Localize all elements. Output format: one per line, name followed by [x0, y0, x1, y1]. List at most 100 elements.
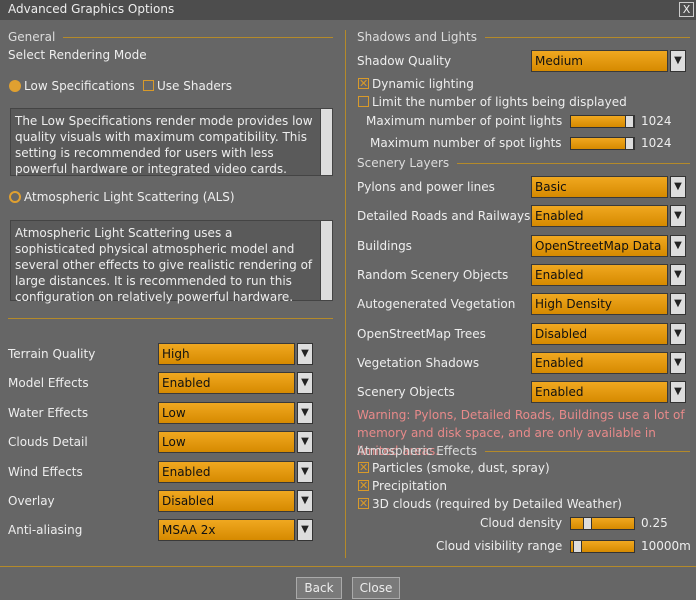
button[interactable]: Back — [296, 577, 342, 599]
section-heading: Shadows and Lights — [357, 30, 478, 44]
radio-label: Low Specifications — [24, 79, 135, 93]
dropdown-arrow[interactable]: ▼ — [670, 322, 686, 345]
divider — [345, 30, 346, 558]
dropdown-arrow[interactable]: ▼ — [297, 372, 313, 395]
dropdown[interactable]: Medium — [531, 50, 668, 72]
radio-label: Atmospheric Light Scattering (ALS) — [24, 190, 235, 204]
setting-label: Buildings — [357, 238, 412, 253]
checkbox[interactable]: ✕ — [358, 479, 369, 492]
dropdown[interactable]: Low — [158, 401, 295, 424]
dropdown[interactable]: MSAA 2x — [158, 519, 295, 542]
close-button[interactable]: X — [679, 2, 694, 17]
dropdown[interactable]: OpenStreetMap Data — [531, 234, 668, 257]
slider-value: 1024 — [641, 114, 672, 128]
scrollbar[interactable] — [320, 220, 333, 301]
checkbox-label: Limit the number of lights being display… — [372, 95, 627, 109]
dropdown[interactable]: Basic — [531, 176, 668, 198]
slider-value: 0.25 — [641, 516, 668, 530]
dropdown[interactable]: High Density — [531, 293, 668, 316]
slider-label: Cloud density — [480, 516, 563, 530]
section-rule — [457, 163, 690, 164]
mode-label: Select Rendering Mode — [8, 48, 147, 62]
checkbox-label: Precipitation — [372, 479, 448, 493]
dropdown[interactable]: Enabled — [531, 351, 668, 374]
section-rule — [485, 451, 690, 452]
warning: Warning: Pylons, Detailed Roads, Buildin… — [357, 408, 685, 458]
dropdown-arrow[interactable]: ▼ — [670, 381, 686, 404]
checkbox-label: 3D clouds (required by Detailed Weather) — [372, 497, 622, 511]
setting-label: Overlay — [8, 494, 55, 508]
button[interactable]: Close — [352, 577, 400, 599]
bottom-rule — [0, 566, 696, 567]
dropdown[interactable]: Enabled — [158, 372, 295, 395]
dropdown-arrow[interactable]: ▼ — [297, 519, 313, 542]
description: The Low Specifications render mode provi… — [10, 108, 320, 176]
setting-label: Pylons and power lines — [357, 180, 495, 194]
slider[interactable] — [570, 115, 635, 128]
dropdown[interactable]: Low — [158, 431, 295, 454]
dropdown[interactable]: Enabled — [531, 205, 668, 228]
dropdown-arrow[interactable]: ▼ — [297, 490, 313, 512]
slider[interactable] — [570, 540, 635, 553]
checkbox[interactable] — [358, 96, 369, 107]
setting-label: Model Effects — [8, 376, 89, 391]
checkbox-label: Particles (smoke, dust, spray) — [372, 461, 550, 475]
dropdown-arrow[interactable]: ▼ — [670, 351, 686, 374]
setting-label: Anti-aliasing — [8, 523, 83, 538]
setting-label: Wind Effects — [8, 464, 83, 479]
checkbox[interactable] — [143, 80, 154, 91]
slider-knob[interactable] — [573, 540, 582, 553]
dropdown[interactable]: Disabled — [158, 490, 295, 512]
dropdown-arrow[interactable]: ▼ — [670, 50, 686, 72]
slider-knob[interactable] — [583, 517, 592, 530]
checkbox-label: Dynamic lighting — [372, 77, 474, 91]
dropdown[interactable]: Enabled — [531, 263, 668, 286]
setting-label: Shadow Quality — [357, 54, 452, 68]
slider-label: Maximum number of point lights — [366, 114, 563, 128]
slider[interactable] — [570, 517, 635, 530]
dropdown[interactable]: Disabled — [531, 322, 668, 345]
setting-label: Random Scenery Objects — [357, 267, 509, 282]
slider-knob[interactable] — [625, 115, 634, 128]
dropdown-arrow[interactable]: ▼ — [297, 431, 313, 454]
slider-knob[interactable] — [625, 137, 634, 150]
radio-button[interactable] — [9, 191, 21, 203]
setting-label: Autogenerated Vegetation — [357, 297, 516, 312]
title-bar: Advanced Graphics Options — [0, 0, 696, 20]
dropdown-arrow[interactable]: ▼ — [670, 234, 686, 257]
section-rule — [63, 37, 333, 38]
setting-label: OpenStreetMap Trees — [357, 326, 486, 341]
dropdown-arrow[interactable]: ▼ — [670, 263, 686, 286]
section-heading: Scenery Layers — [357, 156, 450, 170]
dropdown-arrow[interactable]: ▼ — [297, 343, 313, 365]
checkbox[interactable]: ✕ — [358, 497, 369, 510]
checkbox-label: Use Shaders — [157, 79, 232, 93]
section-rule — [8, 318, 333, 319]
setting-label: Detailed Roads and Railways — [357, 209, 531, 224]
setting-label: Terrain Quality — [8, 347, 96, 361]
dropdown-arrow[interactable]: ▼ — [670, 293, 686, 316]
slider-value: 10000m — [641, 539, 691, 553]
setting-label: Clouds Detail — [8, 435, 88, 450]
description: Atmospheric Light Scattering uses a soph… — [10, 220, 320, 304]
slider-value: 1024 — [641, 136, 672, 150]
dropdown[interactable]: Enabled — [158, 460, 295, 483]
slider-label: Cloud visibility range — [436, 539, 563, 553]
section-rule — [485, 37, 690, 38]
scrollbar[interactable] — [320, 108, 333, 176]
checkbox[interactable]: ✕ — [358, 77, 369, 90]
slider-label: Maximum number of spot lights — [370, 136, 562, 150]
dropdown[interactable]: High — [158, 343, 295, 365]
section-heading: Atmospheric Effects — [357, 444, 478, 458]
dropdown[interactable]: Enabled — [531, 381, 668, 404]
radio-button[interactable] — [9, 80, 21, 92]
dropdown-arrow[interactable]: ▼ — [670, 176, 686, 198]
dropdown-arrow[interactable]: ▼ — [297, 460, 313, 483]
checkbox[interactable]: ✕ — [358, 461, 369, 474]
dropdown-arrow[interactable]: ▼ — [670, 205, 686, 228]
setting-label: Water Effects — [8, 405, 89, 420]
slider[interactable] — [570, 137, 635, 150]
dropdown-arrow[interactable]: ▼ — [297, 401, 313, 424]
section-heading: General — [8, 30, 56, 44]
